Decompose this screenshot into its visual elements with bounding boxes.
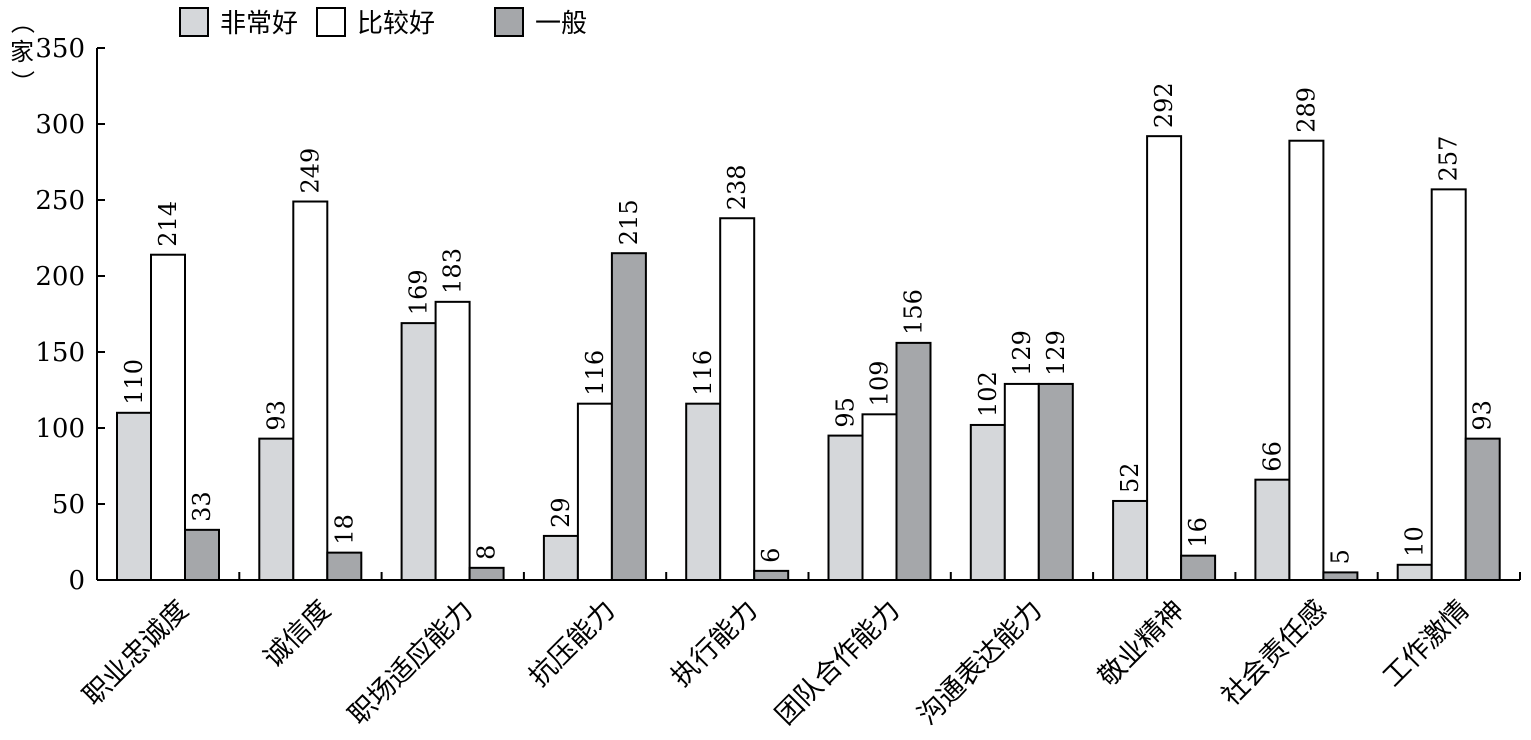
data-label: 257 bbox=[1435, 136, 1463, 182]
y-axis-label-char: ） bbox=[8, 70, 36, 94]
legend: 非常好 比较好 一般 bbox=[179, 7, 587, 39]
legend-swatch bbox=[494, 7, 524, 37]
x-tick-label: 敬业精神 bbox=[1092, 595, 1190, 693]
bar bbox=[827, 434, 864, 581]
data-label: 129 bbox=[1042, 330, 1070, 376]
data-label: 93 bbox=[1469, 400, 1497, 431]
data-label: 289 bbox=[1292, 87, 1320, 133]
x-tick-label: 沟通表达能力 bbox=[912, 595, 1048, 731]
data-label: 214 bbox=[154, 201, 182, 247]
data-label: 10 bbox=[1401, 526, 1429, 557]
data-label: 249 bbox=[296, 148, 324, 194]
bar bbox=[542, 534, 579, 581]
data-label: 5 bbox=[1326, 549, 1354, 564]
data-label: 169 bbox=[405, 269, 433, 315]
bar bbox=[150, 253, 186, 581]
y-axis-label-char: 家 bbox=[10, 38, 34, 66]
bar bbox=[1146, 135, 1183, 581]
y-tick-label: 300 bbox=[35, 110, 85, 140]
data-label: 110 bbox=[120, 359, 148, 405]
y-tick-label: 100 bbox=[35, 414, 85, 444]
bar bbox=[1112, 499, 1149, 581]
bar bbox=[116, 411, 152, 581]
bar bbox=[1322, 571, 1359, 582]
bar bbox=[1003, 382, 1040, 582]
x-tick-label: 社会责任感 bbox=[1216, 595, 1333, 712]
data-label: 116 bbox=[689, 350, 717, 396]
data-label: 6 bbox=[757, 548, 785, 563]
x-tick-label: 工作激情 bbox=[1377, 595, 1475, 693]
data-label: 116 bbox=[581, 350, 609, 396]
bar bbox=[326, 551, 363, 582]
bar bbox=[610, 252, 647, 581]
y-axis-label: （ 家 ） bbox=[8, 10, 36, 94]
bar bbox=[685, 402, 722, 581]
data-label: 95 bbox=[832, 397, 860, 428]
bar bbox=[576, 402, 613, 581]
x-tick-labels: 职业忠诚度 诚信度 职场适应能力 抗压能力 执行能力 团队合作能力 沟通表达能力 敬业精神 社会… bbox=[77, 595, 1475, 731]
bar bbox=[292, 200, 329, 582]
y-tick-label: 250 bbox=[35, 186, 85, 216]
x-tick-label: 团队合作能力 bbox=[770, 595, 906, 731]
bar bbox=[969, 423, 1006, 581]
bars bbox=[116, 135, 1501, 582]
x-tick-label: 诚信度 bbox=[258, 595, 337, 674]
legend-label: 非常好 bbox=[220, 9, 298, 39]
y-tick-label: 200 bbox=[35, 262, 85, 292]
bar bbox=[468, 566, 505, 582]
bar bbox=[1037, 382, 1074, 582]
data-label: 29 bbox=[547, 497, 575, 528]
y-axis: 0 50 100 150 200 250 300 350 bbox=[35, 34, 105, 596]
y-tick-label: 350 bbox=[35, 34, 85, 64]
data-label: 238 bbox=[723, 164, 751, 210]
bar bbox=[184, 528, 220, 582]
x-tick-label: 执行能力 bbox=[666, 595, 764, 693]
bar bbox=[753, 569, 790, 582]
bar bbox=[1396, 563, 1433, 581]
bar bbox=[861, 413, 898, 581]
x-tick-label: 抗压能力 bbox=[523, 595, 621, 693]
x-tick-label: 职场适应能力 bbox=[343, 595, 479, 731]
data-label: 292 bbox=[1150, 82, 1178, 128]
bar bbox=[400, 322, 437, 581]
data-label: 33 bbox=[188, 491, 216, 522]
legend-label: 一般 bbox=[535, 9, 587, 39]
y-tick-label: 150 bbox=[35, 338, 85, 368]
bar bbox=[1180, 554, 1217, 581]
data-label: 93 bbox=[262, 400, 290, 431]
data-labels: 110 93 169 29 116 95 102 52 66 10 214 249 183 116 238 1… bbox=[120, 82, 1497, 564]
bar bbox=[1430, 188, 1467, 582]
legend-swatch bbox=[316, 7, 346, 37]
y-axis-label-char: （ bbox=[8, 10, 36, 34]
data-label: 102 bbox=[974, 371, 1002, 417]
bar bbox=[719, 217, 756, 582]
data-label: 66 bbox=[1258, 441, 1286, 472]
bar bbox=[258, 437, 295, 582]
bar bbox=[434, 300, 471, 581]
data-label: 8 bbox=[473, 545, 501, 560]
data-label: 183 bbox=[439, 248, 467, 294]
x-tick-label: 职业忠诚度 bbox=[77, 595, 194, 712]
bar bbox=[1288, 139, 1325, 581]
data-label: 18 bbox=[330, 514, 358, 545]
data-label: 16 bbox=[1184, 517, 1212, 548]
legend-label: 比较好 bbox=[357, 9, 435, 39]
y-tick-label: 50 bbox=[52, 490, 85, 520]
data-label: 156 bbox=[900, 289, 928, 335]
legend-swatch bbox=[179, 7, 209, 37]
bar bbox=[1254, 478, 1291, 581]
bar bbox=[895, 341, 932, 581]
data-label: 215 bbox=[615, 199, 643, 245]
data-label: 129 bbox=[1008, 330, 1036, 376]
data-label: 52 bbox=[1116, 462, 1144, 493]
data-label: 109 bbox=[866, 361, 894, 407]
bar bbox=[1464, 437, 1501, 582]
y-tick-label: 0 bbox=[68, 566, 85, 596]
